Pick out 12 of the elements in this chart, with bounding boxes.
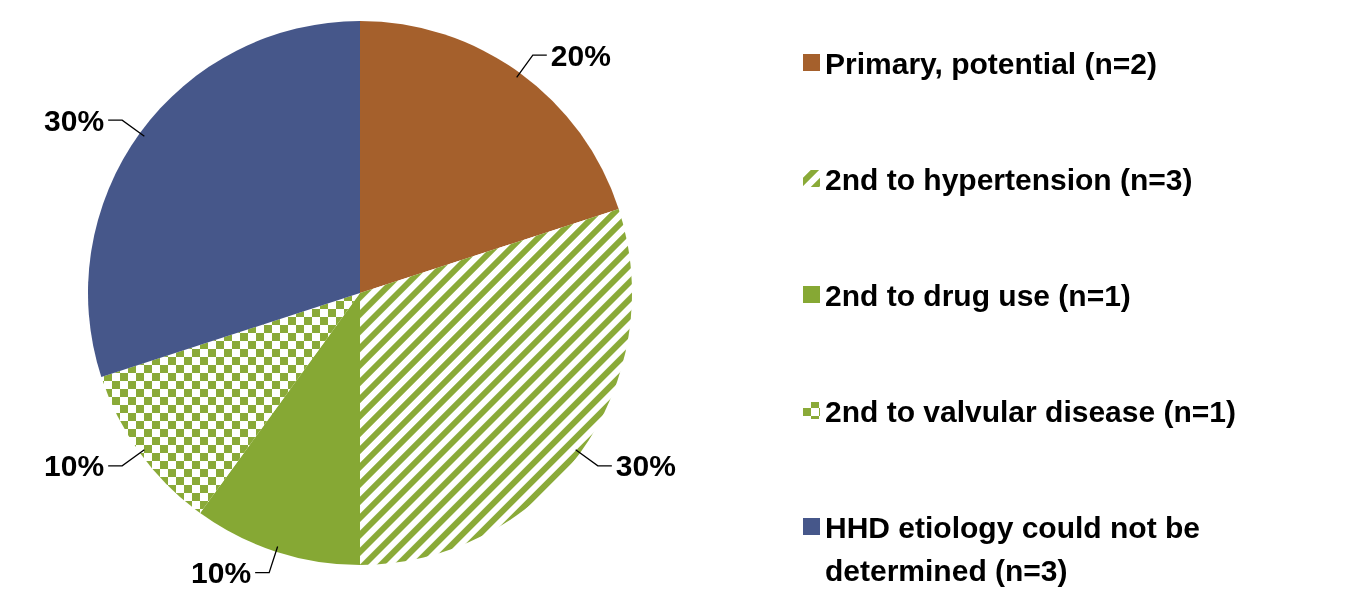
legend-label: HHD etiology could not be determined (n=3) xyxy=(825,510,1200,587)
pie-slice xyxy=(200,293,360,565)
pie-slice xyxy=(360,21,619,293)
data-label: 20% xyxy=(550,38,611,72)
legend-label: 2nd to hypertension (n=3) xyxy=(825,162,1193,196)
data-label: 30% xyxy=(615,449,676,483)
legend-label: Primary, potential (n=2) xyxy=(825,46,1158,80)
data-label: 10% xyxy=(191,556,252,590)
data-label: 30% xyxy=(44,103,105,137)
data-label: 10% xyxy=(44,449,105,483)
legend-label: 2nd to drug use (n=1) xyxy=(825,278,1131,312)
legend-label: 2nd to valvular disease (n=1) xyxy=(825,394,1236,428)
